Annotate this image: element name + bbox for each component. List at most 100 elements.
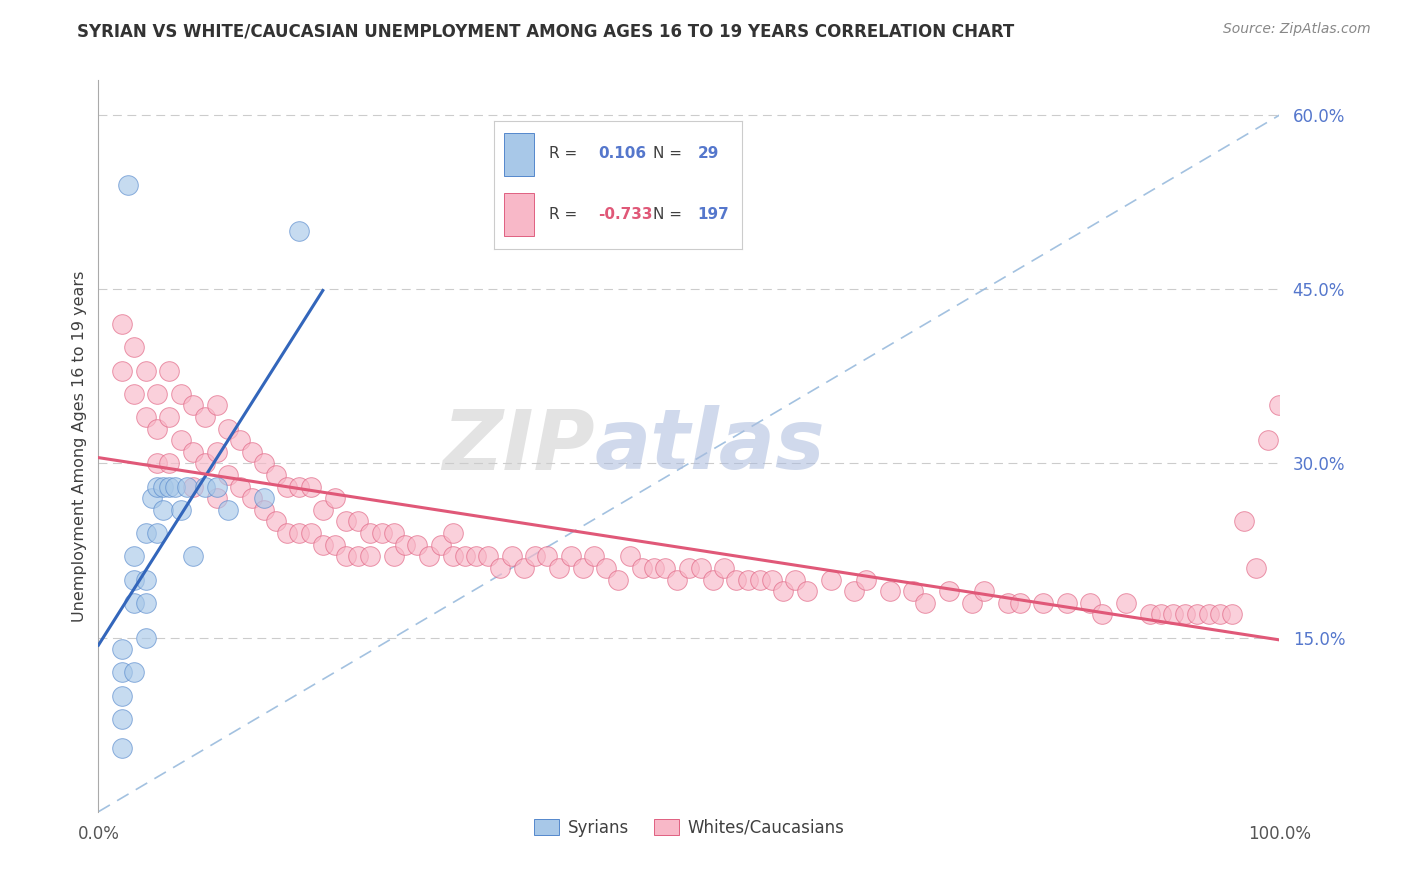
Point bbox=[359, 526, 381, 541]
Point bbox=[997, 596, 1019, 610]
Point bbox=[844, 584, 866, 599]
Point bbox=[772, 584, 794, 599]
Point bbox=[1174, 607, 1197, 622]
Y-axis label: Unemployment Among Ages 16 to 19 years: Unemployment Among Ages 16 to 19 years bbox=[72, 270, 87, 622]
Point bbox=[879, 584, 901, 599]
Point bbox=[785, 573, 807, 587]
Point bbox=[264, 515, 287, 529]
Point bbox=[253, 503, 276, 517]
Point bbox=[689, 561, 711, 575]
Point bbox=[666, 573, 689, 587]
Point bbox=[1244, 561, 1267, 575]
Point bbox=[489, 561, 512, 575]
Point bbox=[536, 549, 558, 564]
Point bbox=[152, 480, 174, 494]
Point bbox=[111, 665, 134, 680]
Point bbox=[1268, 398, 1291, 412]
Point bbox=[737, 573, 759, 587]
Point bbox=[111, 712, 134, 726]
Text: Source: ZipAtlas.com: Source: ZipAtlas.com bbox=[1223, 22, 1371, 37]
Point bbox=[288, 480, 311, 494]
Point bbox=[1220, 607, 1243, 622]
Text: ZIP: ZIP bbox=[441, 406, 595, 486]
Point bbox=[903, 584, 925, 599]
Point bbox=[1233, 515, 1256, 529]
Point bbox=[560, 549, 582, 564]
Point bbox=[1056, 596, 1078, 610]
Point bbox=[347, 549, 370, 564]
Point bbox=[713, 561, 735, 575]
Point bbox=[855, 573, 877, 587]
Point bbox=[181, 398, 204, 412]
Point bbox=[1139, 607, 1161, 622]
Point bbox=[135, 596, 157, 610]
Text: atlas: atlas bbox=[595, 406, 825, 486]
Point bbox=[111, 642, 134, 657]
Point bbox=[135, 573, 157, 587]
Point bbox=[152, 503, 174, 517]
Point bbox=[253, 457, 276, 471]
Point bbox=[240, 445, 263, 459]
Text: SYRIAN VS WHITE/CAUCASIAN UNEMPLOYMENT AMONG AGES 16 TO 19 YEARS CORRELATION CHA: SYRIAN VS WHITE/CAUCASIAN UNEMPLOYMENT A… bbox=[77, 22, 1015, 40]
Point bbox=[157, 480, 180, 494]
Point bbox=[1257, 433, 1279, 447]
Point bbox=[253, 491, 276, 506]
Point bbox=[194, 457, 217, 471]
Point bbox=[264, 468, 287, 483]
Point bbox=[430, 538, 453, 552]
Point bbox=[335, 549, 357, 564]
Point bbox=[702, 573, 724, 587]
Point bbox=[1032, 596, 1054, 610]
Point bbox=[1008, 596, 1031, 610]
Point bbox=[299, 526, 322, 541]
Point bbox=[820, 573, 842, 587]
Point bbox=[571, 561, 593, 575]
Point bbox=[1091, 607, 1114, 622]
Point bbox=[382, 526, 405, 541]
Point bbox=[276, 480, 298, 494]
Point bbox=[501, 549, 523, 564]
Point bbox=[394, 538, 416, 552]
Point bbox=[205, 398, 228, 412]
Point bbox=[323, 538, 346, 552]
Point bbox=[465, 549, 488, 564]
Point bbox=[335, 515, 357, 529]
Point bbox=[181, 445, 204, 459]
Legend: Syrians, Whites/Caucasians: Syrians, Whites/Caucasians bbox=[527, 813, 851, 844]
Point bbox=[122, 386, 145, 401]
Point bbox=[1209, 607, 1232, 622]
Point bbox=[299, 480, 322, 494]
Point bbox=[111, 740, 134, 755]
Point bbox=[477, 549, 499, 564]
Point bbox=[678, 561, 700, 575]
Point bbox=[938, 584, 960, 599]
Point bbox=[111, 689, 134, 703]
Point bbox=[630, 561, 652, 575]
Point bbox=[205, 480, 228, 494]
Point bbox=[165, 480, 187, 494]
Point bbox=[441, 526, 464, 541]
Point bbox=[761, 573, 783, 587]
Point bbox=[217, 503, 239, 517]
Point bbox=[240, 491, 263, 506]
Point bbox=[229, 433, 252, 447]
Point bbox=[146, 526, 169, 541]
Point bbox=[748, 573, 770, 587]
Point bbox=[157, 409, 180, 424]
Point bbox=[595, 561, 617, 575]
Point bbox=[146, 421, 169, 435]
Point bbox=[654, 561, 676, 575]
Point bbox=[914, 596, 936, 610]
Point bbox=[607, 573, 630, 587]
Point bbox=[170, 386, 193, 401]
Point bbox=[524, 549, 547, 564]
Point bbox=[288, 224, 311, 238]
Point bbox=[135, 363, 157, 377]
Point bbox=[146, 457, 169, 471]
Point bbox=[962, 596, 984, 610]
Point bbox=[453, 549, 475, 564]
Point bbox=[157, 363, 180, 377]
Point bbox=[359, 549, 381, 564]
Point bbox=[157, 457, 180, 471]
Point bbox=[141, 491, 163, 506]
